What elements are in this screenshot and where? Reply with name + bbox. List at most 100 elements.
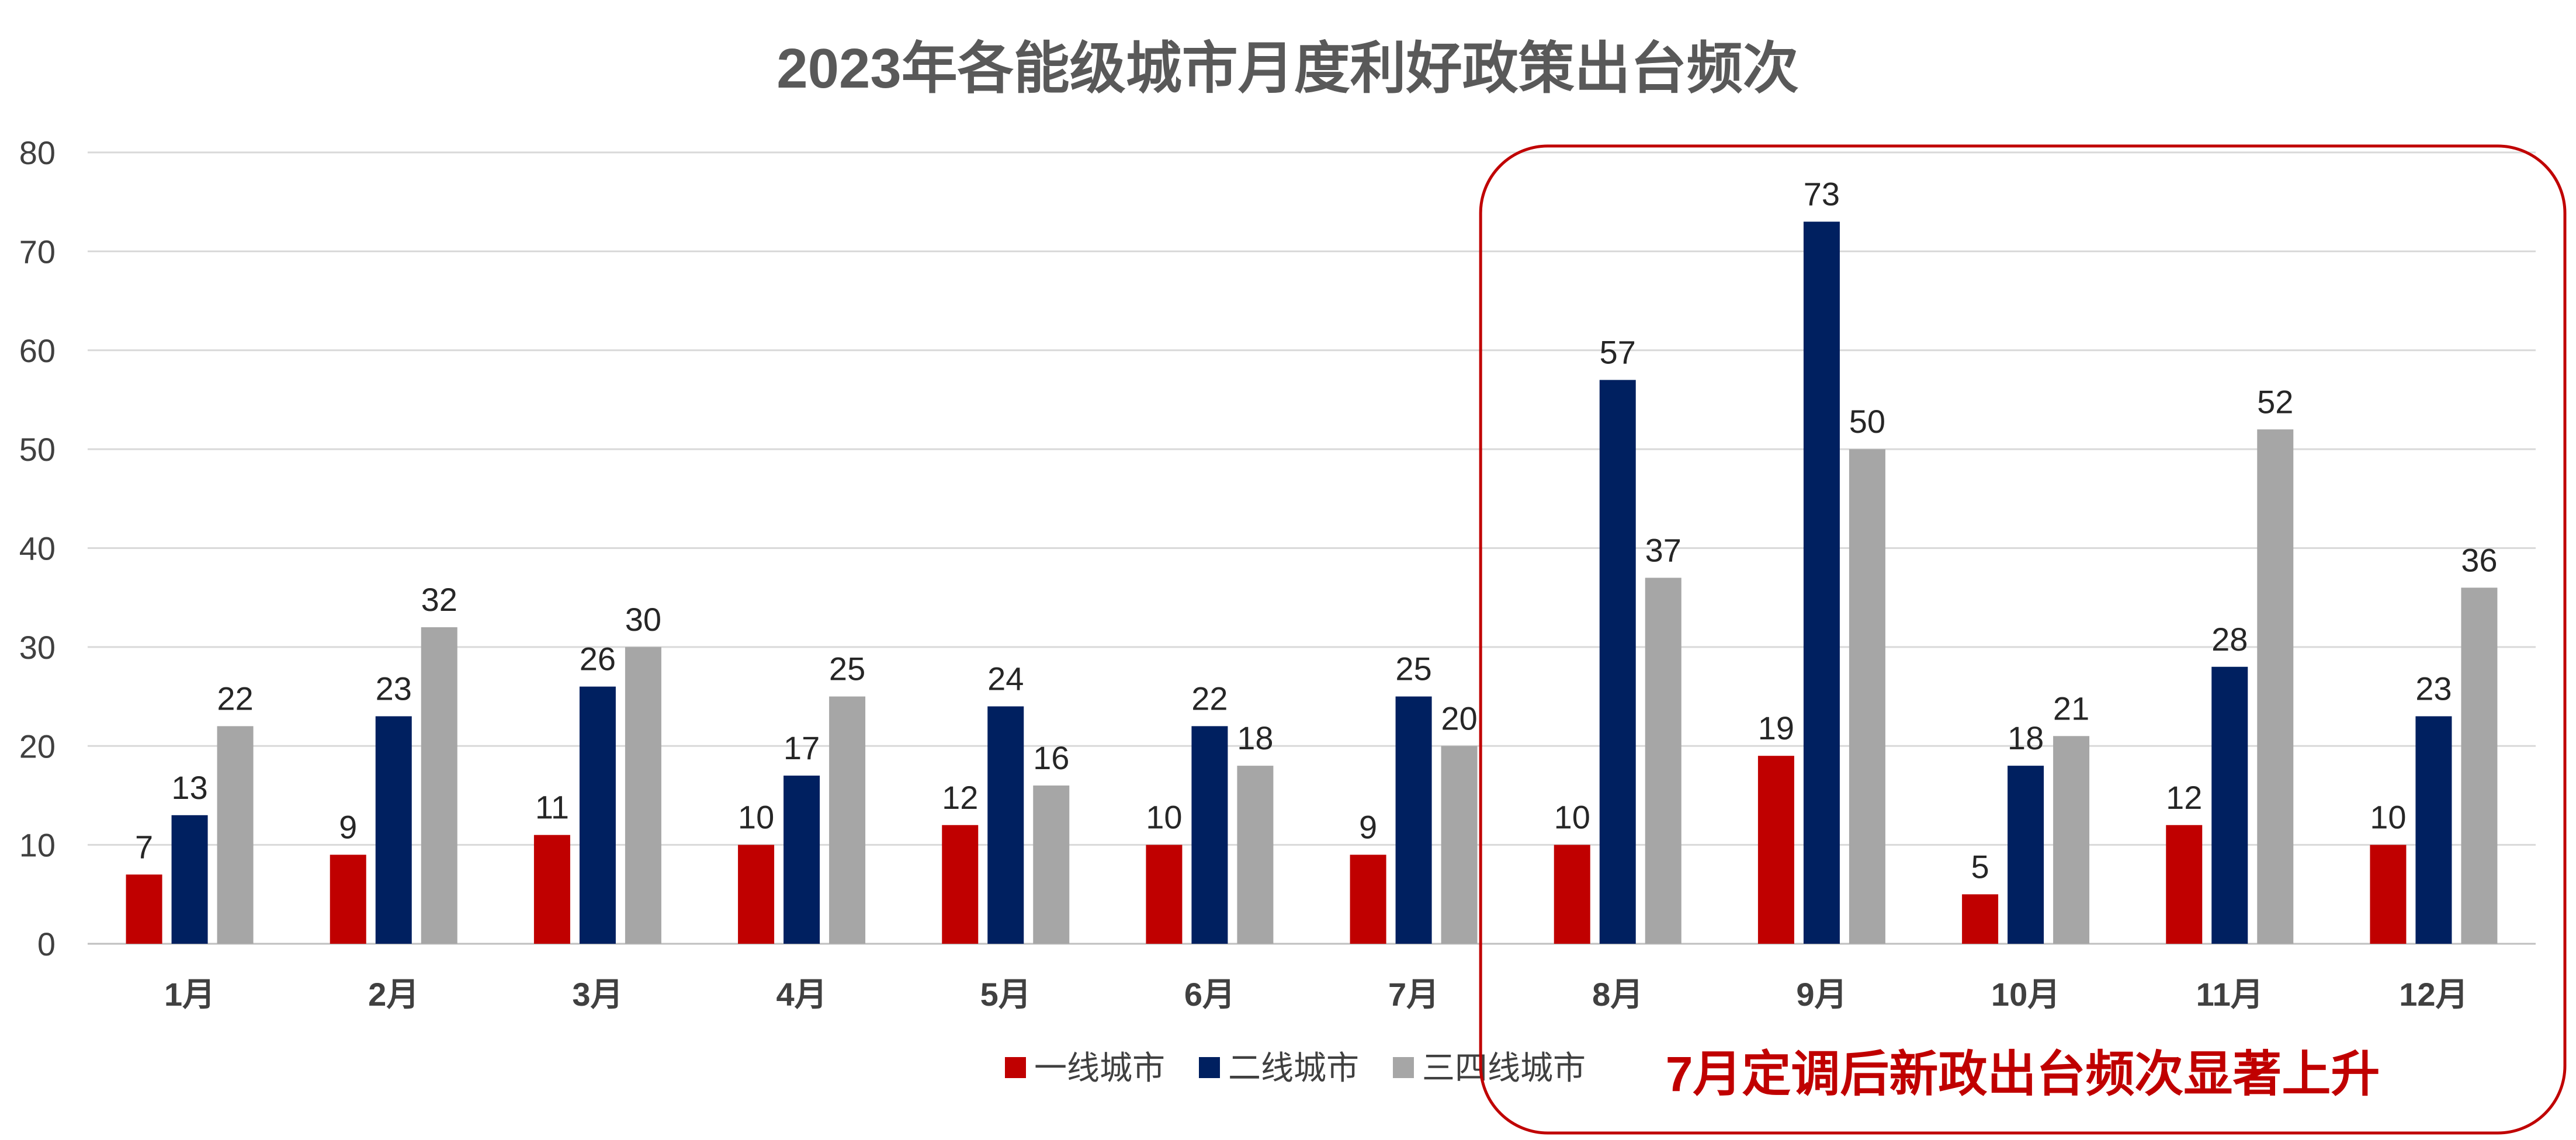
x-tick-label: 8月 xyxy=(1592,976,1643,1013)
x-axis-ticks: 1月 2月 3月 4月 5月 6月 7月 8月 9月 10月 11月 12月 xyxy=(164,976,2468,1013)
bar xyxy=(2211,666,2248,944)
bar xyxy=(1645,578,1681,944)
data-label: 73 xyxy=(1804,176,1840,213)
annotation-text: 7月定调后新政出台频次显著上升 xyxy=(1666,1047,2380,1101)
data-label: 10 xyxy=(1146,799,1182,836)
data-label: 24 xyxy=(987,661,1024,697)
data-label: 37 xyxy=(1645,531,1681,568)
data-label: 25 xyxy=(1395,651,1431,687)
y-tick-label: 20 xyxy=(19,728,56,764)
bar xyxy=(1237,766,1274,944)
data-label: 10 xyxy=(2370,799,2406,836)
x-tick-label: 9月 xyxy=(1796,976,1847,1013)
bar xyxy=(171,815,208,944)
bar xyxy=(2008,766,2044,944)
legend-swatch xyxy=(1393,1057,1414,1078)
data-label: 20 xyxy=(1441,700,1477,736)
legend-swatch xyxy=(1199,1057,1220,1078)
bar xyxy=(533,835,570,944)
bar xyxy=(625,647,661,944)
bar xyxy=(1395,696,1432,944)
data-label: 22 xyxy=(1191,680,1228,717)
x-tick-label: 2月 xyxy=(368,976,419,1013)
x-tick-label: 11月 xyxy=(2196,976,2263,1013)
bar xyxy=(2461,588,2498,944)
y-axis-ticks: 0 10 20 30 40 50 60 70 80 xyxy=(19,134,56,962)
data-label: 12 xyxy=(942,779,978,816)
bar xyxy=(1803,221,1840,944)
data-label: 23 xyxy=(376,670,412,707)
legend-swatch xyxy=(1005,1057,1026,1078)
bar xyxy=(375,716,412,944)
data-label: 36 xyxy=(2461,541,2497,578)
data-label: 28 xyxy=(2211,621,2248,658)
data-label: 32 xyxy=(421,581,457,618)
data-label: 10 xyxy=(738,799,774,836)
data-label: 26 xyxy=(580,641,616,677)
bar xyxy=(1191,726,1228,944)
bar xyxy=(1849,449,1885,944)
x-tick-label: 6月 xyxy=(1184,976,1235,1013)
y-tick-label: 30 xyxy=(19,629,56,666)
bars xyxy=(126,221,2498,944)
data-label: 18 xyxy=(1237,720,1273,756)
x-tick-label: 5月 xyxy=(980,976,1031,1013)
data-label: 11 xyxy=(535,789,569,826)
data-label: 10 xyxy=(1554,799,1590,836)
bar xyxy=(829,696,866,944)
y-tick-label: 50 xyxy=(19,431,56,468)
bar xyxy=(1350,854,1386,944)
bar xyxy=(2053,736,2090,944)
bar xyxy=(738,844,775,944)
data-label: 5 xyxy=(1971,848,1989,885)
data-label: 52 xyxy=(2257,383,2293,420)
data-label: 13 xyxy=(171,769,207,806)
y-tick-label: 40 xyxy=(19,530,56,567)
x-tick-label: 10月 xyxy=(1991,976,2060,1013)
bar xyxy=(942,825,979,944)
bar xyxy=(1033,786,1070,944)
bar xyxy=(217,726,254,944)
x-tick-label: 4月 xyxy=(776,976,827,1013)
legend-label: 一线城市 xyxy=(1034,1049,1165,1086)
bar xyxy=(987,706,1024,944)
data-label: 23 xyxy=(2415,670,2452,707)
bar xyxy=(126,874,162,944)
data-label: 12 xyxy=(2166,779,2202,816)
x-tick-label: 12月 xyxy=(2399,976,2468,1013)
x-tick-label: 7月 xyxy=(1388,976,1439,1013)
legend-label: 三四线城市 xyxy=(1422,1049,1586,1086)
data-label: 18 xyxy=(2008,720,2044,756)
bar xyxy=(1599,380,1636,944)
data-label: 22 xyxy=(217,680,253,717)
data-label: 9 xyxy=(339,809,357,846)
y-tick-label: 80 xyxy=(19,134,56,171)
bar xyxy=(1757,756,1794,944)
data-label: 19 xyxy=(1758,710,1794,746)
highlight-box xyxy=(1479,144,2567,1135)
bar xyxy=(783,776,820,944)
data-label: 7 xyxy=(135,828,153,865)
chart-title: 2023年各能级城市月度利好政策出台频次 xyxy=(776,37,1799,100)
data-labels: 7132292332112630101725122416102218925201… xyxy=(135,176,2498,885)
bar xyxy=(2415,716,2452,944)
data-label: 30 xyxy=(625,601,661,638)
data-label: 25 xyxy=(829,651,865,687)
bar xyxy=(1441,746,1478,944)
x-tick-label: 1月 xyxy=(164,976,215,1013)
data-label: 16 xyxy=(1033,739,1069,776)
bar xyxy=(330,854,366,944)
y-tick-label: 0 xyxy=(37,926,56,962)
bar xyxy=(1962,894,1999,944)
bar xyxy=(2370,844,2407,944)
data-label: 17 xyxy=(783,729,820,766)
bar xyxy=(1554,844,1590,944)
data-label: 57 xyxy=(1600,334,1636,371)
y-tick-label: 70 xyxy=(19,233,56,270)
bar xyxy=(579,686,616,944)
bar xyxy=(421,627,457,944)
legend-label: 二线城市 xyxy=(1228,1049,1359,1086)
bar xyxy=(1146,844,1183,944)
